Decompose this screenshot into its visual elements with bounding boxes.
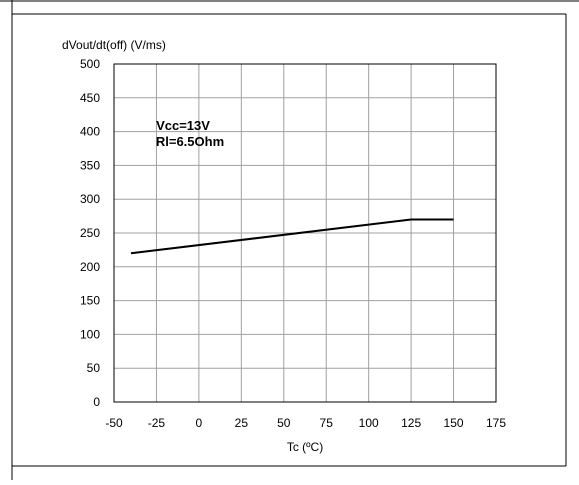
y-tick-labels: 0 50 100 150 200 250 300 350 400 450 500 <box>80 57 100 409</box>
y-axis-label: dVout/dt(off) (V/ms) <box>62 38 166 52</box>
y-tick-label: 450 <box>80 91 100 105</box>
y-tick-label: 400 <box>80 125 100 139</box>
x-tick-label: 175 <box>486 416 506 430</box>
x-tick-label: -25 <box>148 416 166 430</box>
x-tick-label: 150 <box>444 416 464 430</box>
x-tick-label: 50 <box>277 416 291 430</box>
y-tick-label: 100 <box>80 327 100 341</box>
x-tick-label: 25 <box>235 416 249 430</box>
y-tick-label: 300 <box>80 192 100 206</box>
annotation-vcc: Vcc=13V <box>156 118 210 133</box>
x-tick-label: -50 <box>105 416 123 430</box>
series-line <box>130 218 454 255</box>
x-axis-label: Tc (ºC) <box>287 440 323 454</box>
y-tick-label: 250 <box>80 226 100 240</box>
x-tick-label: 75 <box>320 416 334 430</box>
annotation-rl: Rl=6.5Ohm <box>156 134 224 149</box>
x-tick-label: 0 <box>196 416 203 430</box>
y-tick-label: 50 <box>87 361 101 375</box>
y-tick-label: 150 <box>80 294 100 308</box>
x-tick-label: 125 <box>401 416 421 430</box>
y-tick-label: 0 <box>93 395 100 409</box>
y-tick-label: 350 <box>80 158 100 172</box>
x-tick-labels: -50 -25 0 25 50 75 100 125 150 175 <box>105 416 506 430</box>
x-tick-label: 100 <box>359 416 379 430</box>
series-layer <box>130 218 454 255</box>
plot-border <box>113 63 497 403</box>
y-tick-label: 200 <box>80 260 100 274</box>
y-tick-label: 500 <box>80 57 100 71</box>
